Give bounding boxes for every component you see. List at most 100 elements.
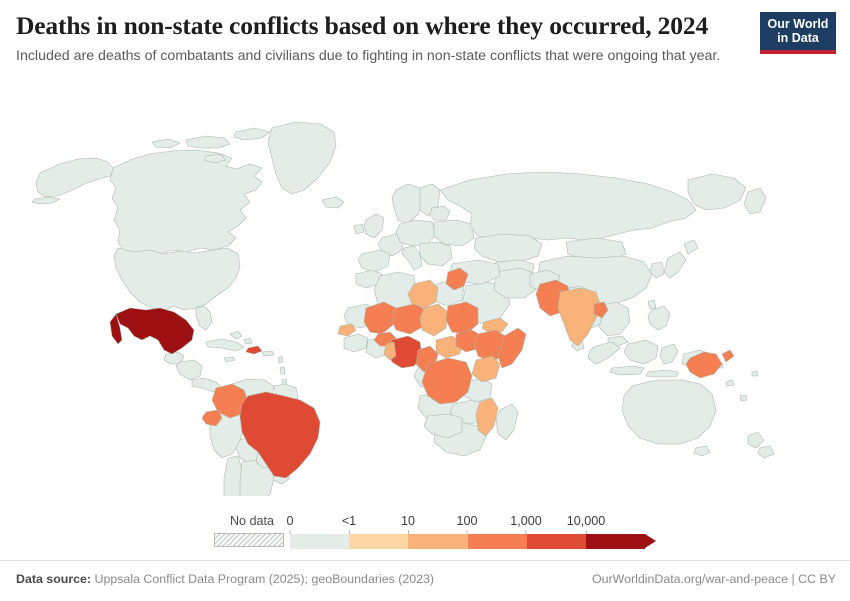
country-borneo[interactable] — [624, 340, 658, 364]
country-koreas[interactable] — [650, 262, 664, 278]
country-russia-far-east[interactable] — [688, 174, 746, 210]
country-sumatra[interactable] — [588, 342, 620, 364]
country-lesser-sunda[interactable] — [646, 370, 678, 377]
country-taiwan[interactable] — [648, 300, 656, 309]
legend-bin-5[interactable] — [585, 534, 646, 549]
logo-underline — [760, 50, 836, 54]
country-canada[interactable] — [110, 150, 262, 256]
country-iran[interactable] — [494, 268, 538, 298]
country-aleutians[interactable] — [32, 197, 60, 204]
country-balkans[interactable] — [420, 242, 452, 266]
legend-tick-0: 0 — [286, 515, 294, 534]
page-title: Deaths in non-state conflicts based on w… — [16, 11, 709, 40]
country-australia[interactable] — [622, 380, 716, 444]
country-uk-ireland[interactable] — [354, 214, 384, 238]
legend-tick-3: 100 — [456, 515, 478, 534]
country-mozambique[interactable] — [476, 398, 498, 436]
country-democratic-republic-of-congo[interactable] — [422, 358, 472, 404]
country-cuba[interactable] — [206, 339, 244, 351]
country-new-zealand[interactable] — [748, 432, 774, 458]
country-lesser-antilles[interactable] — [278, 356, 287, 385]
country-chile[interactable] — [224, 456, 242, 496]
country-canada-islands[interactable] — [152, 128, 270, 163]
logo-line-1: Our World — [767, 17, 829, 31]
country-sulawesi[interactable] — [660, 344, 678, 364]
legend-tick-5: 10,000 — [567, 515, 605, 534]
logo-line-2: in Data — [777, 31, 819, 45]
chart-subtitle: Included are deaths of combatants and ci… — [16, 47, 721, 64]
country-iberia[interactable] — [358, 250, 390, 272]
country-india[interactable] — [558, 288, 600, 346]
country-brazil[interactable] — [240, 392, 320, 478]
chart-footer: Data source: Uppsala Conflict Data Progr… — [0, 560, 850, 601]
country-philippines[interactable] — [648, 306, 670, 330]
country-bahamas[interactable] — [230, 331, 252, 344]
country-niger[interactable] — [392, 304, 426, 334]
country-germany-poland[interactable] — [396, 220, 436, 246]
country-kenya[interactable] — [472, 356, 500, 382]
legend-bin-0[interactable] — [290, 534, 350, 549]
country-kazakhstan[interactable] — [474, 234, 542, 262]
legend-color-bar[interactable] — [290, 534, 646, 549]
legend-bin-3[interactable] — [467, 534, 527, 549]
country-papua-new-guinea[interactable] — [686, 352, 722, 378]
country-bangladesh[interactable] — [594, 302, 608, 318]
country-ecuador[interactable] — [202, 410, 222, 426]
legend-no-data-label: No data — [229, 514, 275, 528]
country-honduras-nicaragua[interactable] — [176, 360, 202, 380]
data-source-text: Uppsala Conflict Data Program (2025); ge… — [91, 572, 435, 586]
map-legend: No data 0 <1 10 100 1,000 10,000 — [0, 505, 850, 553]
country-syria[interactable] — [446, 268, 468, 290]
country-central-african-republic[interactable] — [436, 336, 462, 358]
country-ukraine-belarus[interactable] — [434, 220, 474, 246]
legend-tick-labels: 0 <1 10 100 1,000 10,000 — [286, 515, 660, 534]
data-source-label: Data source: — [16, 572, 92, 586]
legend-bin-4[interactable] — [526, 534, 586, 549]
country-haiti-dominican[interactable] — [246, 346, 262, 354]
country-benin-togo[interactable] — [384, 342, 396, 360]
country-yemen[interactable] — [482, 318, 508, 332]
country-guinea-coast[interactable] — [344, 334, 368, 352]
country-jamaica[interactable] — [224, 357, 235, 362]
country-chad[interactable] — [420, 304, 448, 336]
attribution-link[interactable]: OurWorldinData.org/war-and-peace | CC BY — [591, 572, 836, 586]
data-source-line: Data source: Uppsala Conflict Data Progr… — [16, 572, 434, 586]
legend-scale-group[interactable]: 0 <1 10 100 1,000 10,000 — [286, 515, 660, 549]
legend-overflow-arrow-icon — [645, 534, 656, 548]
country-greenland[interactable] — [268, 122, 336, 194]
country-japan[interactable] — [664, 240, 698, 278]
country-kamchatka[interactable] — [744, 188, 766, 214]
country-png-islands[interactable] — [722, 350, 734, 362]
legend-no-data-swatch[interactable] — [214, 532, 284, 547]
country-iceland[interactable] — [322, 197, 344, 208]
country-madagascar[interactable] — [496, 404, 518, 440]
country-pacific-islands[interactable] — [716, 363, 758, 401]
legend-bin-2[interactable] — [408, 534, 468, 549]
legend-no-data-group[interactable]: No data — [214, 515, 290, 547]
country-sudan[interactable] — [446, 302, 478, 334]
country-java[interactable] — [610, 366, 644, 375]
legend-bin-1[interactable] — [349, 534, 409, 549]
owid-logo[interactable]: Our World in Data — [760, 12, 836, 54]
country-tasmania[interactable] — [694, 446, 710, 456]
chart-header: Deaths in non-state conflicts based on w… — [16, 11, 746, 66]
world-choropleth-map[interactable] — [0, 96, 850, 496]
country-russia[interactable] — [440, 172, 696, 240]
country-puerto-rico[interactable] — [262, 351, 274, 356]
country-mali[interactable] — [364, 302, 396, 334]
legend-tick-1: <1 — [342, 515, 356, 534]
country-us-florida[interactable] — [196, 306, 212, 330]
legend-tick-2: 10 — [401, 515, 415, 534]
country-italy[interactable] — [402, 246, 422, 270]
country-scandinavia[interactable] — [392, 184, 424, 224]
countries-layer — [32, 122, 774, 496]
country-libya[interactable] — [408, 280, 438, 308]
country-namibia-botswana[interactable] — [424, 414, 462, 438]
country-alaska[interactable] — [36, 158, 114, 197]
country-baltics[interactable] — [430, 206, 450, 220]
country-united-states[interactable] — [114, 248, 240, 310]
legend-tick-4: 1,000 — [510, 515, 542, 534]
country-somalia[interactable] — [498, 328, 526, 368]
country-senegal[interactable] — [338, 324, 356, 336]
country-mexico[interactable] — [110, 308, 194, 354]
